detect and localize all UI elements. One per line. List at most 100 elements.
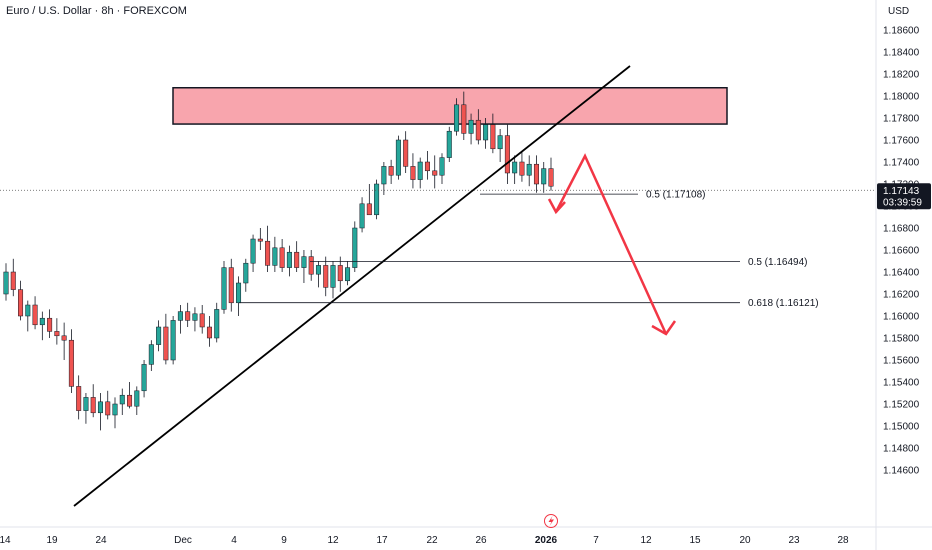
x-tick-label: 12 (640, 535, 652, 546)
candle (315, 261, 321, 288)
y-tick-label: 1.14800 (883, 444, 920, 455)
y-tick-label: 1.17800 (883, 114, 920, 125)
x-tick-label: 14 (0, 535, 11, 546)
y-tick-label: 1.16600 (883, 246, 920, 257)
candle (483, 118, 489, 149)
candle (10, 258, 16, 297)
candle (76, 375, 82, 420)
trendline (73, 65, 631, 507)
candle (424, 151, 430, 180)
x-tick-label: 9 (281, 535, 287, 546)
candle (192, 307, 198, 332)
candle (323, 256, 329, 297)
candle (257, 228, 263, 250)
candle (337, 256, 343, 292)
y-tick-label: 1.16000 (883, 312, 920, 323)
candle (61, 322, 67, 360)
candle (156, 320, 162, 352)
y-tick-label: 1.16200 (883, 290, 920, 301)
candle (141, 360, 147, 398)
candle (105, 390, 111, 420)
candle (90, 384, 96, 418)
candle (330, 261, 336, 299)
candle (250, 234, 256, 272)
projection-arrow (547, 153, 677, 336)
x-tick-label: 24 (95, 535, 107, 546)
countdown-timer: 03:39:59 (883, 197, 922, 208)
candle (381, 162, 387, 195)
candle (177, 305, 183, 334)
candle (265, 225, 271, 272)
currency-label: USD (888, 6, 910, 17)
y-tick-label: 1.16800 (883, 224, 920, 235)
y-tick-label: 1.15000 (883, 422, 920, 433)
candle (403, 131, 409, 173)
candle (39, 311, 45, 341)
y-tick-label: 1.15800 (883, 334, 920, 345)
fib-level-label: 0.618 (1.16121) (748, 298, 819, 309)
resistance-zone (172, 87, 728, 125)
candle (279, 239, 285, 272)
candle (185, 302, 191, 327)
candle (221, 261, 227, 314)
candle (461, 91, 467, 140)
candle (541, 162, 547, 193)
candle (119, 388, 125, 415)
candle (454, 98, 460, 136)
y-tick-label: 1.18000 (883, 92, 920, 103)
candle (526, 155, 532, 187)
x-tick-label: 20 (739, 535, 751, 546)
x-tick-label: 26 (475, 535, 487, 546)
x-tick-label: 2026 (535, 535, 558, 546)
x-tick-label: 7 (593, 535, 599, 546)
x-tick-label: 22 (426, 535, 438, 546)
x-tick-label: 12 (327, 535, 339, 546)
y-tick-label: 1.16400 (883, 268, 920, 279)
candle (395, 135, 401, 180)
candle (490, 113, 496, 154)
candle (54, 318, 60, 345)
x-tick-label: 23 (788, 535, 800, 546)
candle (352, 221, 358, 272)
candle (272, 236, 278, 272)
candle (163, 313, 169, 365)
candle (199, 305, 205, 334)
candle (439, 153, 445, 184)
candle (170, 316, 176, 365)
candle (97, 393, 103, 431)
x-tick-label: 15 (689, 535, 701, 546)
current-price-value: 1.17143 (883, 186, 920, 197)
candle (127, 382, 133, 409)
y-tick-label: 1.18600 (883, 26, 920, 37)
y-tick-label: 1.15200 (883, 400, 920, 411)
y-tick-label: 1.18400 (883, 48, 920, 59)
candle (47, 309, 53, 338)
candle (519, 151, 525, 182)
y-tick-label: 1.18200 (883, 70, 920, 81)
candle (134, 386, 140, 415)
candle (359, 197, 365, 233)
candle (468, 113, 474, 145)
x-tick-label: Dec (174, 535, 192, 546)
candle (32, 296, 38, 330)
candle (294, 241, 300, 272)
candle (83, 393, 89, 424)
candle (206, 316, 212, 347)
candle (25, 300, 31, 332)
y-tick-label: 1.14600 (883, 466, 920, 477)
candle (446, 126, 452, 162)
candle (3, 263, 9, 301)
x-tick-label: 17 (376, 535, 388, 546)
candle (548, 157, 554, 191)
candle (214, 302, 220, 343)
y-tick-label: 1.15400 (883, 378, 920, 389)
candle (366, 184, 372, 216)
candle (286, 245, 292, 277)
candle (301, 250, 307, 283)
candle (68, 329, 74, 393)
fib-level-label: 0.5 (1.16494) (748, 257, 808, 268)
candle (308, 250, 314, 281)
candle (148, 340, 154, 371)
